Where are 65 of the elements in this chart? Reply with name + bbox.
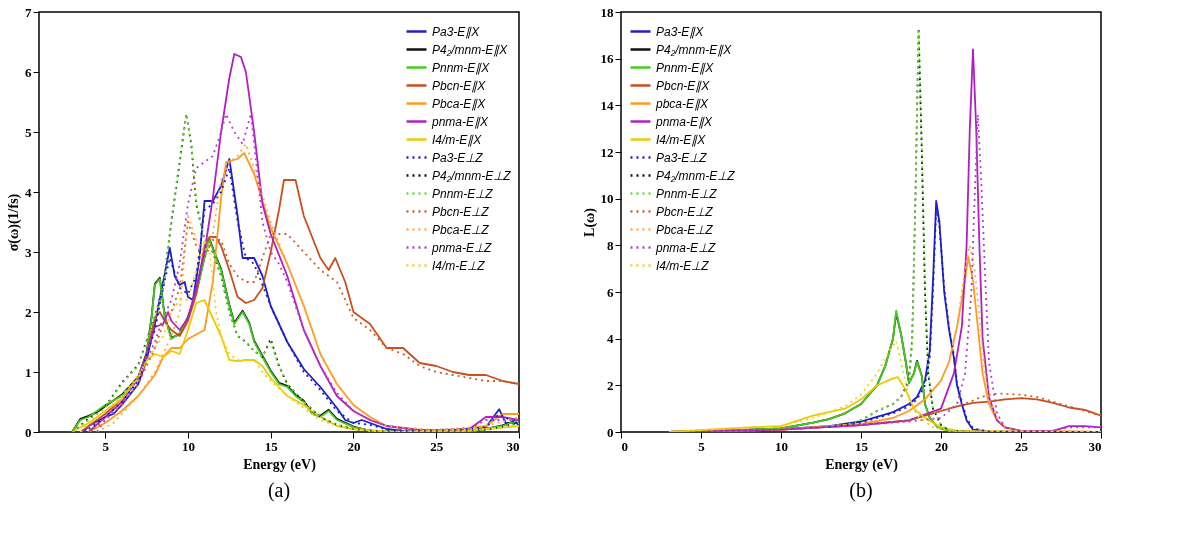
legend-label: P4₂/mnm-E∥X bbox=[656, 42, 733, 57]
legend-label: pnma-E⊥Z bbox=[431, 240, 493, 255]
legend-label: Pbcn-E∥X bbox=[656, 78, 711, 93]
legend-label: Pbcn-E⊥Z bbox=[432, 204, 490, 219]
y-tick-label: 7 bbox=[25, 4, 32, 20]
legend-label: P4₂/mnm-E∥X bbox=[432, 42, 509, 57]
x-tick-label: 30 bbox=[1088, 438, 1102, 454]
y-tick-label: 10 bbox=[600, 191, 614, 207]
x-tick-label: 25 bbox=[1015, 438, 1029, 454]
y-tick-label: 5 bbox=[25, 124, 32, 140]
legend-label: Pbcn-E⊥Z bbox=[656, 204, 714, 219]
y-tick-label: 12 bbox=[600, 144, 614, 160]
y-tick-label: 14 bbox=[600, 97, 614, 113]
legend-label: Pnnm-E⊥Z bbox=[656, 186, 718, 201]
y-tick-label: 4 bbox=[25, 184, 32, 200]
y-tick-label: 16 bbox=[600, 51, 614, 67]
text: (a) bbox=[267, 479, 291, 502]
x-tick-label: 15 bbox=[264, 438, 279, 454]
x-tick-label: 15 bbox=[855, 438, 869, 454]
legend-label: Pa3-E⊥Z bbox=[656, 150, 708, 165]
legend-label: Pbcn-E∥X bbox=[432, 78, 487, 93]
x-tick-label: 10 bbox=[775, 438, 788, 454]
legend-label: Pnnm-E∥X bbox=[656, 60, 715, 75]
y-tick-label: 4 bbox=[607, 331, 614, 347]
y-tick-label: 18 bbox=[600, 4, 614, 20]
y-tick-label: 0 bbox=[25, 424, 32, 440]
y-tick-label: 6 bbox=[607, 284, 614, 300]
y-tick-label: 0 bbox=[607, 424, 614, 440]
legend-label: I4/m-E∥X bbox=[432, 132, 483, 147]
legend-label: Pa3-E∥X bbox=[656, 24, 705, 39]
legend-label: pbca-E∥X bbox=[655, 96, 710, 111]
legend-label: Pbca-E⊥Z bbox=[656, 222, 714, 237]
y-tick-label: 8 bbox=[607, 237, 614, 253]
legend-label: Pbca-E⊥Z bbox=[432, 222, 490, 237]
x-tick-label: 5 bbox=[698, 438, 706, 454]
x-tick-label: 5 bbox=[102, 438, 110, 454]
legend-label: P4₂/mnm-E⊥Z bbox=[432, 168, 512, 183]
x-tick-label: 30 bbox=[506, 438, 520, 454]
x-axis-title: Energy (eV) bbox=[825, 456, 899, 473]
x-tick-label: 10 bbox=[181, 438, 195, 454]
legend-label: pnma-E∥X bbox=[431, 114, 490, 129]
legend-label: Pa3-E⊥Z bbox=[432, 150, 484, 165]
y-axis-title: L(ω) bbox=[581, 207, 598, 237]
y-tick-label: 3 bbox=[25, 244, 32, 260]
text: (b) bbox=[849, 479, 873, 502]
x-tick-label: 0 bbox=[621, 438, 628, 454]
legend-label: I4/m-E⊥Z bbox=[432, 258, 486, 273]
y-tick-label: 6 bbox=[25, 64, 32, 80]
legend-label: I4/m-E⊥Z bbox=[656, 258, 710, 273]
x-tick-label: 25 bbox=[430, 438, 444, 454]
y-tick-label: 2 bbox=[607, 377, 614, 393]
legend-label: Pnnm-E∥X bbox=[432, 60, 491, 75]
legend-label: pnma-E∥X bbox=[655, 114, 714, 129]
legend-label: I4/m-E∥X bbox=[656, 132, 707, 147]
x-axis-title: Energy (eV) bbox=[243, 456, 317, 473]
y-axis-title: σ(ω)(1/fs) bbox=[6, 193, 22, 252]
legend-label: Pnnm-E⊥Z bbox=[432, 186, 494, 201]
x-tick-label: 20 bbox=[347, 438, 361, 454]
legend-label: pnma-E⊥Z bbox=[655, 240, 717, 255]
x-tick-label: 20 bbox=[935, 438, 948, 454]
legend-label: P4₂/mnm-E⊥Z bbox=[656, 168, 736, 183]
y-tick-label: 1 bbox=[25, 364, 32, 380]
legend-label: Pbca-E∥X bbox=[432, 96, 487, 111]
y-tick-label: 2 bbox=[25, 304, 32, 320]
legend-label: Pa3-E∥X bbox=[432, 24, 481, 39]
